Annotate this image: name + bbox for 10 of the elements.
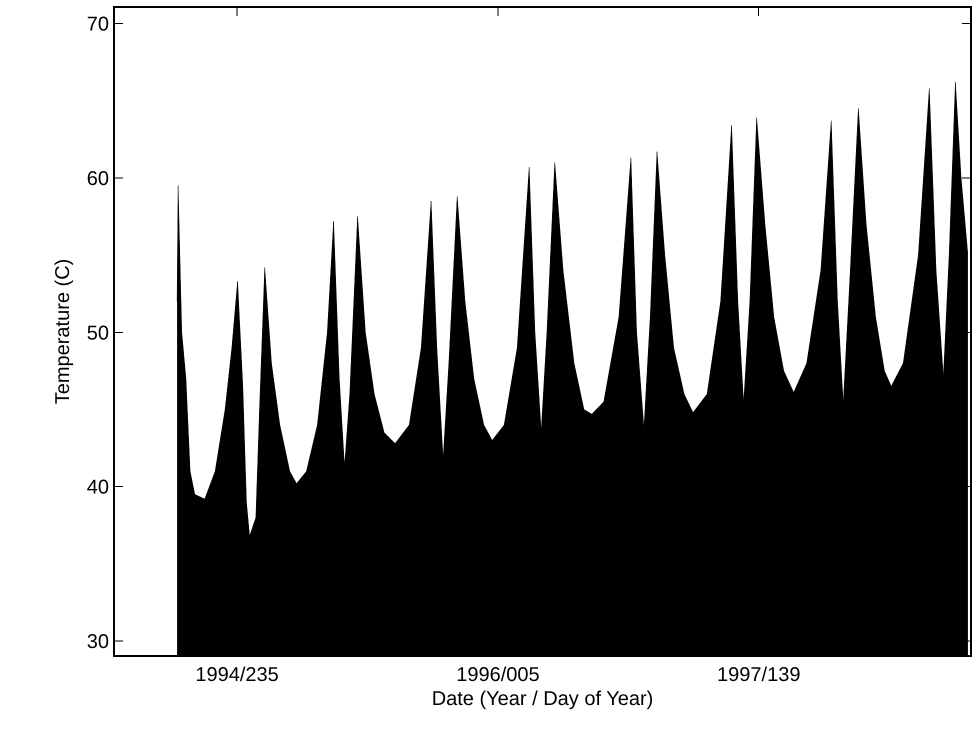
x-tick-label: 1997/139 bbox=[717, 664, 800, 686]
y-tick-label: 40 bbox=[86, 476, 109, 499]
x-axis-title: Date (Year / Day of Year) bbox=[432, 688, 654, 710]
x-tick-label: 1996/005 bbox=[456, 664, 540, 686]
y-tick-label: 50 bbox=[86, 322, 109, 344]
y-axis-title: Temperature (C) bbox=[52, 258, 74, 404]
x-tick-label: 1994/235 bbox=[195, 664, 279, 686]
y-tick-label: 60 bbox=[86, 168, 109, 190]
y-tick-label: 30 bbox=[86, 631, 109, 654]
y-tick-label: 70 bbox=[86, 13, 109, 36]
